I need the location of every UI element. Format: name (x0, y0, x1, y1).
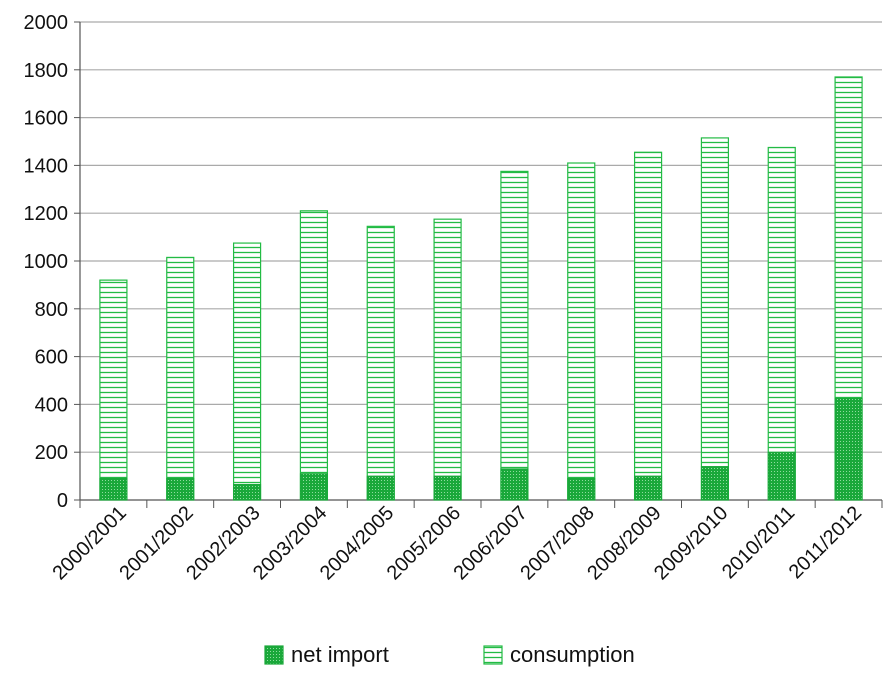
bar-net-import (567, 477, 596, 501)
y-tick-label: 1800 (24, 60, 69, 82)
x-tick-label: 2011/2012 (785, 502, 866, 583)
x-tick-labels: 2000/20012001/20022002/20032003/20042004… (49, 502, 867, 584)
bar-consumption (700, 137, 730, 501)
bar-consumption (633, 151, 663, 501)
legend-label-consumption: consumption (510, 642, 635, 667)
bars (99, 76, 863, 501)
bar-net-import (834, 397, 863, 501)
bar-net-import (299, 473, 328, 501)
bar-consumption (366, 225, 395, 501)
axes (74, 21, 883, 508)
bar-consumption (299, 210, 329, 501)
bar-consumption (500, 170, 529, 501)
bar-net-import (166, 477, 195, 501)
bar-consumption (567, 162, 596, 501)
bar-consumption (166, 256, 195, 501)
bar-net-import (700, 466, 729, 501)
y-tick-label: 1200 (24, 203, 69, 225)
legend: net import consumption (264, 642, 635, 667)
bar-consumption (767, 146, 796, 501)
bar-consumption (433, 218, 462, 501)
y-tick-label: 1600 (24, 108, 69, 130)
bar-consumption (99, 279, 128, 501)
bar-net-import (366, 475, 395, 501)
legend-swatch-net-import (264, 645, 284, 665)
y-tick-label: 1400 (24, 155, 69, 177)
y-tick-label: 0 (57, 490, 68, 512)
bar-net-import (500, 468, 529, 501)
y-tick-label: 600 (35, 347, 68, 369)
bar-net-import (99, 477, 128, 501)
legend-item: net import (264, 642, 389, 667)
bar-net-import (767, 451, 796, 501)
legend-item: consumption (483, 642, 635, 667)
legend-label-net-import: net import (291, 642, 389, 667)
y-tick-label: 1000 (24, 251, 69, 273)
bar-net-import (634, 475, 663, 501)
gridlines (80, 21, 882, 453)
y-tick-label: 2000 (24, 12, 69, 34)
legend-swatch-consumption (483, 645, 503, 665)
y-tick-labels: 0 200 400 600 800 1000 1200 1400 1600 1800 2000 (24, 12, 69, 512)
bar-consumption (232, 242, 262, 501)
y-tick-label: 200 (35, 442, 68, 464)
y-tick-label: 800 (35, 299, 68, 321)
bar-net-import (233, 483, 262, 501)
y-tick-label: 400 (35, 394, 68, 416)
bar-net-import (433, 475, 462, 501)
